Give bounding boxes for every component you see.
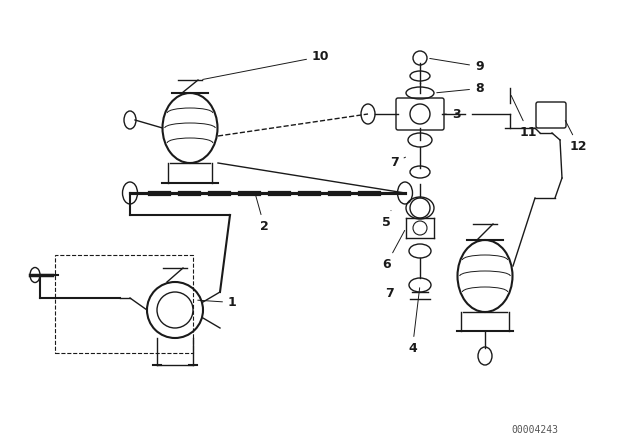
Text: 00004243: 00004243 bbox=[511, 425, 559, 435]
Text: 4: 4 bbox=[408, 288, 420, 355]
Text: 6: 6 bbox=[382, 230, 404, 271]
Text: 5: 5 bbox=[382, 211, 391, 229]
Text: 12: 12 bbox=[565, 121, 588, 153]
Bar bbox=[55, 255, 193, 353]
Text: 7: 7 bbox=[386, 287, 394, 300]
Text: 8: 8 bbox=[436, 82, 484, 95]
Text: 1: 1 bbox=[198, 296, 237, 309]
Text: 7: 7 bbox=[390, 156, 406, 169]
Text: 2: 2 bbox=[256, 196, 269, 233]
Text: 9: 9 bbox=[429, 58, 484, 73]
Text: 11: 11 bbox=[511, 95, 538, 139]
Text: 10: 10 bbox=[203, 50, 330, 79]
Text: 3: 3 bbox=[445, 108, 461, 121]
